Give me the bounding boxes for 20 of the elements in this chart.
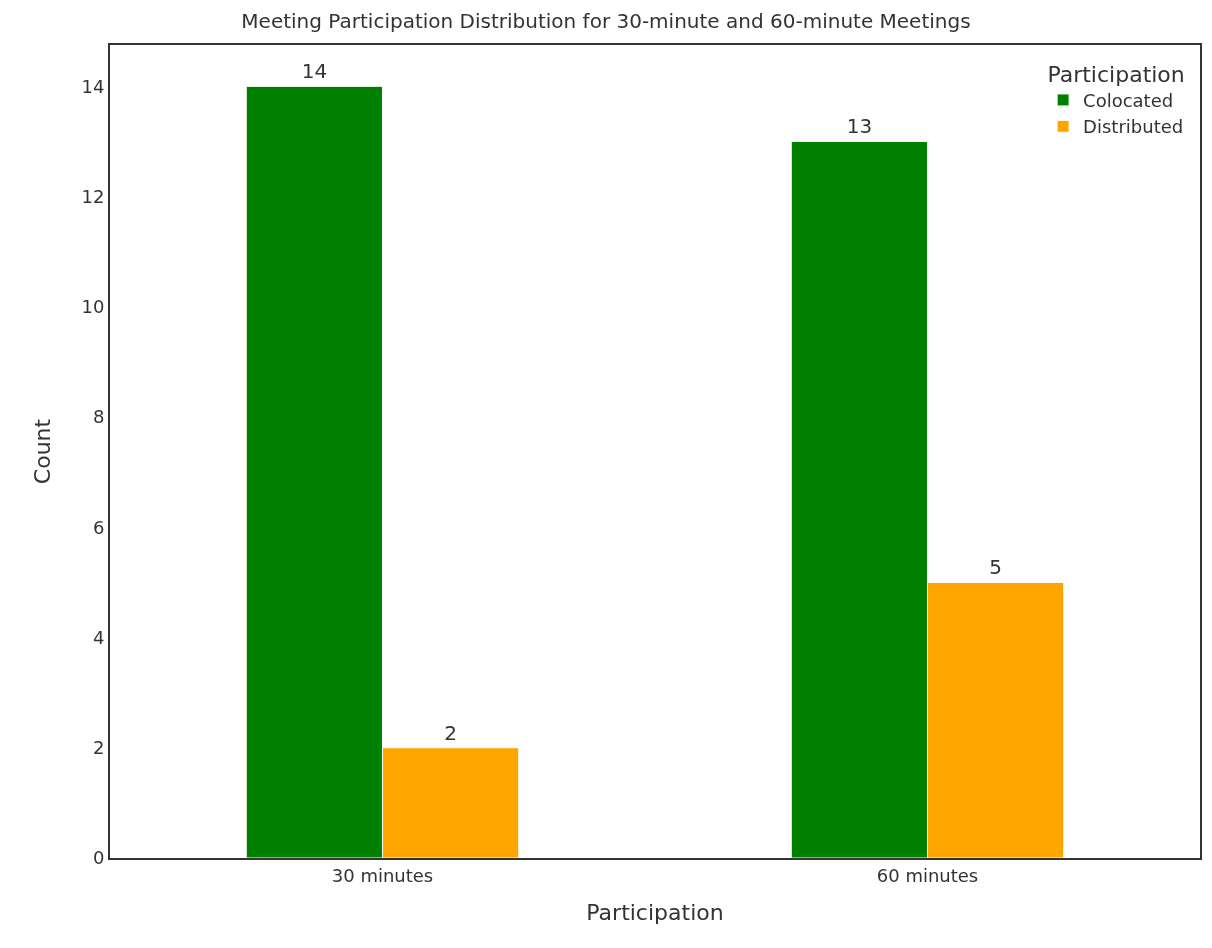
y-tick-label: 10: [81, 296, 105, 318]
y-tick-label: 0: [92, 847, 105, 869]
x-tick-label: 60 minutes: [876, 864, 979, 886]
y-tick-label: 4: [92, 626, 105, 648]
chart-title: Meeting Participation Distribution for 30-minute and 60-minute Meetings: [241, 9, 971, 34]
y-axis-title: Count: [29, 418, 55, 485]
x-tick-label: 30 minutes: [331, 864, 434, 886]
legend-label: Colocated: [1083, 89, 1174, 111]
y-tick-label: 2: [92, 737, 105, 759]
legend-title: Participation: [1047, 61, 1185, 87]
y-tick-label: 12: [81, 185, 105, 207]
data-label: 2: [444, 720, 457, 745]
data-label: 13: [846, 114, 873, 139]
legend-label: Distributed: [1083, 116, 1184, 138]
data-label: 14: [301, 59, 328, 84]
y-tick-label: 6: [92, 516, 105, 538]
y-tick-label: 8: [92, 406, 105, 428]
x-axis-title: Participation: [586, 900, 724, 925]
y-tick-label: 14: [81, 75, 105, 97]
data-label: 5: [989, 555, 1002, 580]
